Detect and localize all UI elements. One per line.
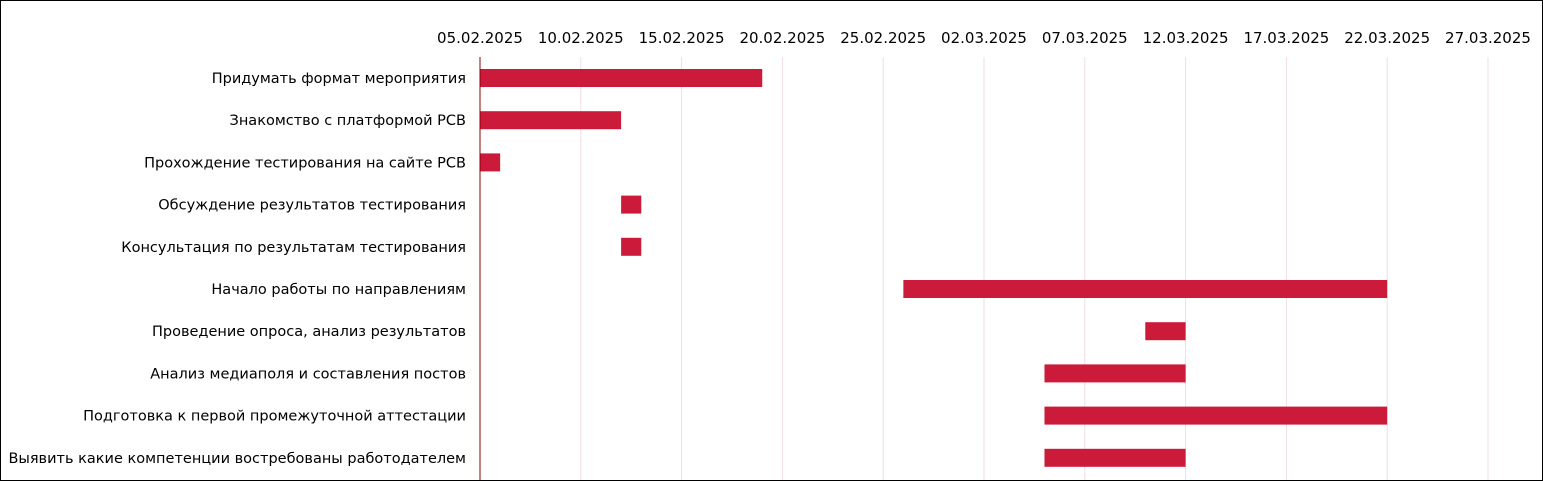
task-labels: Придумать формат мероприятия Знакомство с… — [8, 71, 466, 467]
task-label: Подготовка к первой промежуточной аттест… — [83, 409, 466, 425]
x-tick-label: 17.03.2025 — [1243, 29, 1329, 47]
task-bar — [903, 280, 1388, 298]
x-tick-label: 05.02.2025 — [437, 29, 523, 47]
task-label: Проведение опроса, анализ результатов — [152, 324, 466, 340]
task-label: Консультация по результатам тестирования — [121, 240, 466, 256]
x-tick-label: 27.03.2025 — [1445, 29, 1531, 47]
task-bar — [1044, 448, 1186, 467]
x-tick-label: 25.02.2025 — [840, 29, 926, 47]
task-label: Придумать формат мероприятия — [212, 71, 466, 87]
x-tick-label: 10.02.2025 — [538, 29, 624, 47]
task-label: Начало работы по направлениям — [211, 282, 466, 298]
x-tick-label: 12.03.2025 — [1143, 29, 1229, 47]
task-bar — [1145, 322, 1186, 341]
task-bar — [621, 195, 642, 214]
task-bar — [480, 111, 622, 130]
x-tick-label: 07.03.2025 — [1042, 29, 1128, 47]
task-label: Знакомство с платформой РСВ — [230, 113, 466, 129]
task-bar — [480, 153, 501, 172]
task-bar — [1044, 364, 1186, 383]
grid-lines — [580, 57, 1489, 480]
task-bar — [621, 237, 642, 256]
x-tick-label: 15.02.2025 — [639, 29, 725, 47]
task-label: Прохождение тестирования на сайте РСВ — [144, 155, 466, 171]
task-bars — [480, 69, 1388, 467]
task-label: Обсуждение результатов тестирования — [158, 198, 466, 214]
x-tick-label: 22.03.2025 — [1344, 29, 1430, 47]
x-tick-label: 20.02.2025 — [739, 29, 825, 47]
task-bar — [480, 69, 763, 87]
task-label: Выявить какие компетенции востребованы р… — [8, 451, 466, 467]
x-axis-ticks: 05.02.2025 10.02.2025 15.02.2025 20.02.2025… — [437, 29, 1531, 47]
x-tick-label: 02.03.2025 — [941, 29, 1027, 47]
task-label: Анализ медиаполя и составления постов — [150, 366, 466, 382]
task-bar — [1044, 406, 1388, 425]
